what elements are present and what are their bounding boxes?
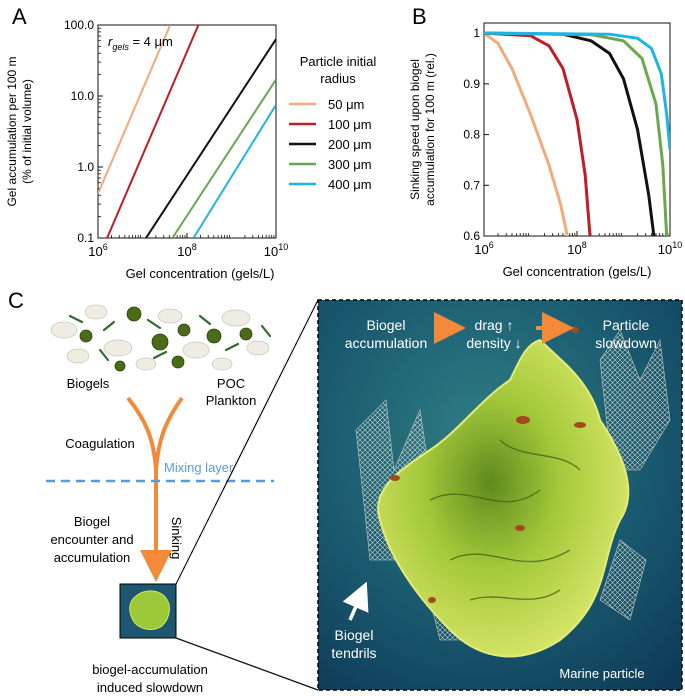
legend-label-4: 400 μm [328,177,372,192]
series-line-0 [484,31,569,236]
radius-annotation: rgels = 4 μm [108,34,173,52]
panel-a-label: A [12,4,27,29]
x-tick-exponent: 6 [489,240,494,250]
mixing-layer-label: Mixing layer [164,460,234,475]
poc-label-line2: Plankton [206,393,257,408]
annotation-gels: gels [112,42,129,52]
series-line-1 [484,31,592,236]
legend-title-line2: radius [320,71,356,86]
x-tick-base: 10 [88,244,102,259]
y-axis-label-line2: accumulation for 100 m (rel.) [423,53,437,206]
x-tick-base: 10 [658,242,672,257]
x-axis-label: Gel concentration (gels/L) [503,264,652,279]
sinking-label: Sinking [169,517,184,560]
y-tick-label: 100.0 [64,18,94,32]
x-tick-base: 10 [177,244,191,259]
encounter-label-line2: encounter and [50,532,133,547]
y-tick-label: 0.7 [463,178,480,192]
slowdown-label-line2: induced slowdown [97,680,203,695]
coagulation-right-arrow [154,396,184,471]
tendrils-arrow [342,581,369,621]
step2-label-line1: drag ↑ [475,317,514,333]
y-tick-label: 1.0 [77,160,94,174]
legend-label-1: 100 μm [328,117,372,132]
annotation-r: r [108,34,113,49]
legend-label-0: 50 μm [328,97,364,112]
biogel-plankton-cluster-icon [50,304,272,372]
x-tick-base: 10 [474,242,488,257]
tendrils-label-line2: tendrils [331,645,376,661]
x-axis-label: Gel concentration (gels/L) [126,266,275,281]
x-tick-exponent: 10 [278,242,288,252]
legend-label-2: 200 μm [328,137,372,152]
y-tick-label: 0.6 [463,229,480,243]
y-axis-label-line2: (% of initial volume) [20,79,34,184]
encounter-label-line3: accumulation [54,550,131,565]
x-tick-label: 108 [177,242,196,259]
panel-b-label: B [412,4,427,29]
step1-label-line2: accumulation [345,335,428,351]
x-tick-exponent: 10 [672,240,682,250]
x-tick-label: 106 [474,240,493,257]
marine-particle-inset [317,299,683,691]
marine-particle-label: Marine particle [559,666,644,681]
coagulation-left-arrow [126,396,158,471]
step2-label-line2: density ↓ [466,335,521,351]
y-axis-label-line1: Gel accumulation per 100 m [5,56,19,206]
series-line-0 [98,25,172,195]
annotation-rest: = 4 μm [129,34,173,49]
x-tick-exponent: 8 [582,240,587,250]
x-tick-label: 106 [88,242,107,259]
y-tick-label: 0.8 [463,128,480,142]
x-tick-exponent: 8 [192,242,197,252]
marine-particle-gel [377,338,630,658]
y-axis-label-line1: Sinking speed upon biogel [408,59,422,200]
encounter-label-line1: Biogel [74,514,110,529]
x-tick-label: 1010 [658,240,682,257]
step1-label-line1: Biogel [367,317,406,333]
y-tick-label: 1 [473,26,480,40]
x-tick-label: 108 [567,240,586,257]
x-tick-base: 10 [567,242,581,257]
x-tick-exponent: 6 [103,242,108,252]
zoom-line-bottom [175,637,319,691]
tendrils-label-line1: Biogel [335,627,374,643]
y-tick-label: 10.0 [71,89,95,103]
legend-title-line1: Particle initial [300,54,377,69]
y-tick-label: 0.1 [77,231,94,245]
biogels-label: Biogels [67,376,110,391]
coagulation-label: Coagulation [65,436,134,451]
panel-c-label: C [8,288,24,313]
poc-label-line1: POC [217,376,245,391]
slowdown-label-line1: biogel-accumulation [92,662,208,677]
y-tick-label: 0.9 [463,77,480,91]
marine-particle-thumbnail [119,583,177,639]
series-line-1 [106,25,200,238]
step3-label-line2: slowdown [595,335,656,351]
step3-label-line1: Particle [603,317,650,333]
zoom-line-top [175,299,319,585]
series-line-2 [145,38,276,238]
series-line-3 [171,79,276,238]
x-tick-base: 10 [264,244,278,259]
x-tick-label: 1010 [264,242,288,259]
series-line-4 [484,31,670,150]
series-line-4 [192,104,276,238]
legend-label-3: 300 μm [328,157,372,172]
